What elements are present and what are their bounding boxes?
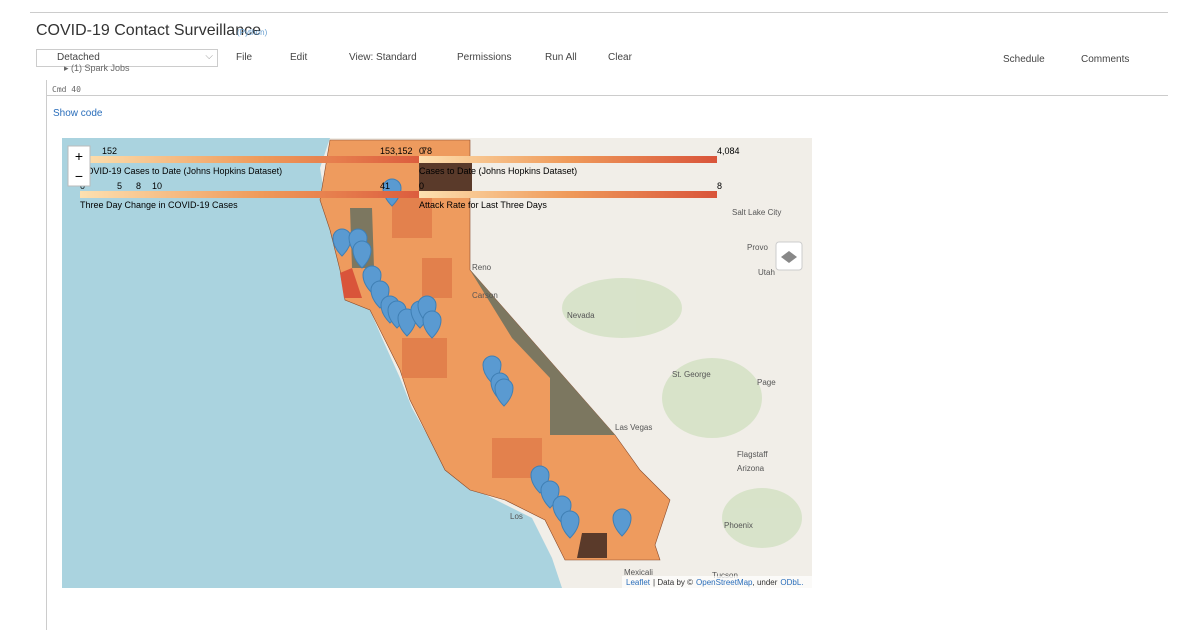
cell-border — [46, 80, 47, 630]
place-label: Flagstaff — [737, 450, 768, 459]
command-number: Cmd 40 — [52, 85, 81, 94]
place-label: Arizona — [737, 464, 765, 473]
osm-link[interactable]: OpenStreetMap — [696, 578, 753, 587]
legend-title: Three Day Change in COVID-19 Cases — [80, 200, 238, 210]
place-label: Carson — [472, 291, 498, 300]
place-label: Provo — [747, 243, 768, 252]
legend-tick: 8 — [717, 181, 722, 191]
toolbar-button[interactable]: File — [236, 52, 253, 63]
place-label: Salt Lake City — [732, 208, 781, 217]
marker[interactable] — [560, 510, 580, 539]
attribution-text: , under — [753, 578, 778, 587]
legend-title: Cases to Date (Johns Hopkins Dataset) — [419, 166, 577, 176]
zoom-control[interactable] — [67, 145, 91, 187]
place-label: Las Vegas — [615, 423, 652, 432]
place-label: Los — [510, 512, 523, 521]
legend-tick: 78 — [422, 146, 432, 156]
zoom-in[interactable]: + — [75, 148, 83, 164]
place-label: Reno — [472, 263, 492, 272]
marker[interactable] — [494, 378, 514, 407]
toolbar-button[interactable]: Edit — [290, 52, 308, 63]
legend-tick: 152 — [102, 146, 117, 156]
legend-tick: 0 — [419, 146, 424, 156]
toolbar-button[interactable]: Schedule — [1003, 54, 1045, 65]
place-label: Page — [757, 378, 776, 387]
attribution-text: | Data by © — [653, 578, 693, 587]
legend-bar — [419, 191, 717, 198]
cell-rule — [46, 95, 1168, 96]
spark-jobs[interactable]: ▸ (1) Spark Jobs — [64, 63, 130, 73]
legend-tick: 0 — [419, 181, 424, 191]
cluster-name: Detached — [57, 52, 100, 63]
legend-bar — [419, 156, 717, 163]
map[interactable]: Reno Carson Nevada Salt Lake City Provo Utah S… — [62, 138, 812, 588]
place-label: Nevada — [567, 311, 595, 320]
legend-tick: 5 — [117, 181, 122, 191]
legend-tick: 153,152 — [380, 146, 413, 156]
legend-tick: 8 — [136, 181, 141, 191]
legend-tick: 4,084 — [717, 146, 740, 156]
legend-title: COVID-19 Cases to Date (Johns Hopkins Da… — [80, 166, 282, 176]
toolbar-button[interactable]: View: Standard — [349, 52, 417, 63]
place-label: Utah — [758, 268, 775, 277]
place-label: Tucson — [712, 571, 738, 580]
top-rule — [30, 12, 1168, 13]
show-code[interactable]: Show code — [53, 108, 103, 119]
zoom-out[interactable]: − — [75, 168, 83, 184]
notebook-title: COVID-19 Contact Surveillance — [36, 22, 261, 39]
toolbar-button[interactable]: Clear — [608, 52, 632, 63]
place-label: Mexicali — [624, 568, 653, 577]
legend-bar — [80, 191, 442, 198]
toolbar-button[interactable]: Permissions — [457, 52, 512, 63]
legend-bar — [80, 156, 442, 163]
toolbar-button[interactable]: Run All — [545, 52, 577, 63]
legend-title: Attack Rate for Last Three Days — [419, 200, 547, 210]
marker[interactable] — [612, 508, 632, 537]
marker[interactable] — [422, 310, 442, 339]
attribution: Leaflet | Data by © OpenStreetMap, under OD… — [626, 578, 804, 587]
legend-tick: 41 — [380, 181, 390, 191]
leaflet-link[interactable]: Leaflet — [626, 578, 651, 587]
place-label: St. George — [672, 370, 711, 379]
cluster-select[interactable]: Detached ⌵ — [36, 49, 218, 67]
place-label: Phoenix — [724, 521, 753, 530]
marker[interactable] — [352, 240, 372, 269]
toolbar-button[interactable]: Comments — [1081, 54, 1130, 65]
language: (Python) — [237, 28, 268, 37]
spark-jobs-text: (1) Spark Jobs — [71, 63, 130, 73]
legend-tick: 10 — [152, 181, 162, 191]
license-link[interactable]: ODbL. — [780, 578, 803, 587]
